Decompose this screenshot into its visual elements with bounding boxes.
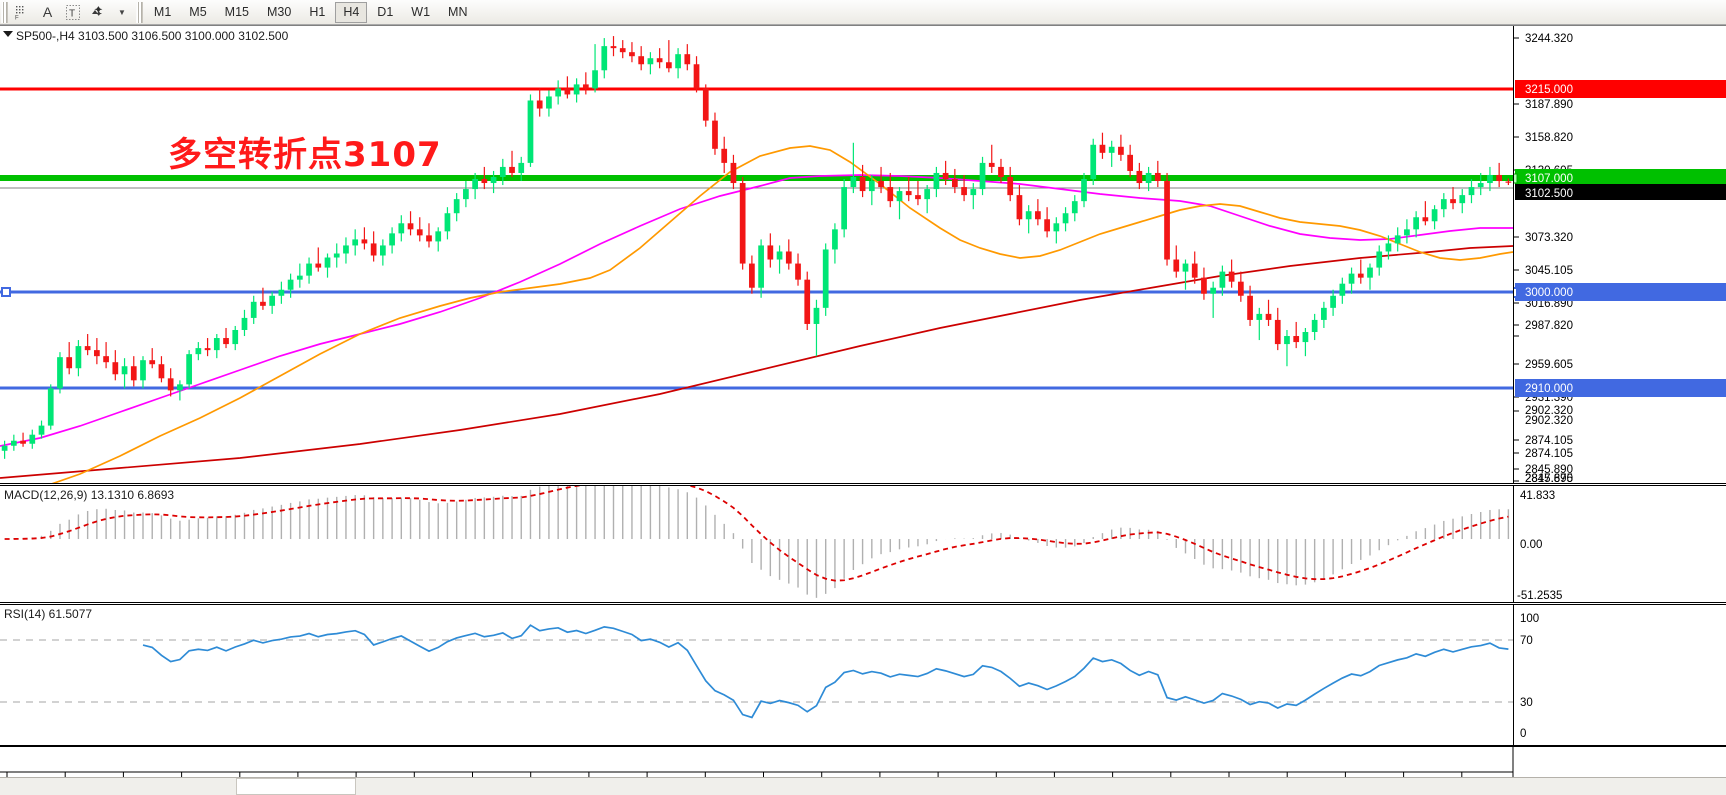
timeframe-m5[interactable]: M5 (189, 5, 207, 19)
svg-text:3215.000: 3215.000 (1525, 84, 1573, 96)
rsi-line (142, 624, 1509, 719)
price-tag-3107[interactable]: 3107.000 (1514, 169, 1726, 187)
price-tag-3102: 3102.500 (1515, 184, 1726, 200)
svg-text:3187.890: 3187.890 (1525, 99, 1573, 111)
svg-text:2902.320: 2902.320 (1525, 405, 1573, 417)
shapes-dropdown-caret[interactable]: ▼ (112, 2, 130, 23)
timeframe-m15[interactable]: M15 (224, 5, 249, 19)
svg-text:T: T (69, 8, 75, 19)
timeframe-m30[interactable]: M30 (267, 5, 292, 19)
macd-axis-svg: 41.833 0.00 -51.2535 (1517, 490, 1562, 602)
price-panel: SP500-,H4 3103.500 3106.500 3100.000 310… (0, 26, 1726, 484)
svg-text:3244.320: 3244.320 (1525, 33, 1573, 45)
text-box-glyph: T (65, 4, 80, 20)
svg-text:3158.820: 3158.820 (1525, 132, 1573, 144)
chart-annotation-text: 多空转折点3107 (168, 135, 442, 175)
timeframe-m1[interactable]: M1 (153, 5, 172, 19)
macd-signal-line (4, 486, 1509, 582)
macd-svg (4, 486, 1510, 598)
text-label-icon[interactable]: A (36, 2, 59, 23)
svg-text:2845.890: 2845.890 (1525, 473, 1573, 484)
chart-frame: SP500-,H4 3103.500 3106.500 3100.000 310… (0, 25, 1726, 795)
timeframe-h1[interactable]: H1 (309, 5, 326, 19)
timeframe-mn[interactable]: MN (448, 5, 468, 19)
svg-text:2874.105: 2874.105 (1525, 448, 1573, 460)
crosshair-icon[interactable]: F (11, 2, 34, 23)
timeframe-h4[interactable]: H4 (335, 1, 368, 23)
svg-text:3000.000: 3000.000 (1525, 287, 1573, 299)
status-bar-segment[interactable] (236, 778, 356, 795)
chevron-down-icon: ▼ (118, 7, 126, 17)
svg-text:2902.320: 2902.320 (1525, 415, 1573, 427)
svg-text:100: 100 (1520, 613, 1539, 625)
svg-text:0.00: 0.00 (1520, 539, 1542, 551)
price-tag-2910[interactable]: 2910.000 (1515, 379, 1726, 397)
shapes-icon[interactable] (86, 2, 110, 23)
ma-fast-line (51, 145, 1513, 483)
timeframe-w1[interactable]: W1 (411, 5, 431, 19)
price-tag-3215[interactable]: 3215.000 (1515, 80, 1726, 98)
shapes-glyph (92, 6, 103, 16)
price-svg (0, 36, 1513, 483)
macd-axis[interactable]: 41.833 0.00 -51.2535 (1513, 486, 1726, 602)
rsi-panel: RSI(14) 61.5077 100 70 30 0 (0, 604, 1726, 746)
svg-text:2987.820: 2987.820 (1525, 320, 1573, 332)
price-tag-3000[interactable]: 3000.000 (1514, 283, 1726, 301)
svg-text:41.833: 41.833 (1520, 490, 1555, 502)
chart-collapse-icon[interactable] (3, 31, 13, 37)
candlestick-series (1, 36, 1512, 459)
main-toolbar: F A T ▼ M1 M5 M15 M30 H1 H4 D1 (0, 0, 1726, 25)
toolbar-grip-2[interactable] (135, 1, 143, 23)
svg-text:3045.105: 3045.105 (1525, 265, 1573, 277)
svg-text:3102.500: 3102.500 (1525, 188, 1573, 200)
svg-text:70: 70 (1520, 635, 1533, 647)
rsi-panel-header: RSI(14) 61.5077 (4, 607, 93, 621)
svg-text:30: 30 (1520, 697, 1533, 709)
text-box-icon[interactable]: T (61, 2, 84, 23)
toolbar-grip-1[interactable] (1, 1, 8, 23)
line-anchor-3000 (1, 287, 11, 297)
svg-text:2910.000: 2910.000 (1525, 383, 1573, 395)
price-axis-svg: 3244.320 3187.890 3158.820 3130.605 3073… (1514, 33, 1726, 484)
svg-text:2845.890: 2845.890 (1525, 464, 1573, 476)
rsi-svg (0, 624, 1513, 719)
crosshair-glyph: F (15, 5, 24, 20)
letter-a-glyph: A (42, 4, 53, 20)
ma-slow-line (0, 245, 1513, 479)
macd-plot-area[interactable] (0, 486, 1513, 602)
price-panel-header: SP500-,H4 3103.500 3106.500 3100.000 310… (16, 29, 289, 43)
rsi-axis[interactable]: 100 70 30 0 (1513, 605, 1726, 745)
svg-text:0: 0 (1520, 728, 1526, 740)
ma-mid-line (0, 174, 1513, 447)
status-bar (0, 777, 1726, 795)
macd-panel-header: MACD(12,26,9) 13.1310 6.8693 (4, 488, 175, 502)
price-axis[interactable]: 3244.320 3187.890 3158.820 3130.605 3073… (1513, 26, 1726, 484)
rsi-axis-svg: 100 70 30 0 (1520, 613, 1539, 740)
macd-histogram (13, 486, 1510, 598)
macd-panel: MACD(12,26,9) 13.1310 6.8693 41.833 0.00… (0, 485, 1726, 603)
rsi-plot-area[interactable] (0, 605, 1513, 745)
svg-text:2874.105: 2874.105 (1525, 435, 1573, 447)
timeframe-d1[interactable]: D1 (377, 5, 394, 19)
svg-text:3073.320: 3073.320 (1525, 232, 1573, 244)
svg-text:F: F (15, 15, 19, 20)
svg-text:2817.675: 2817.675 (1525, 473, 1573, 484)
svg-text:-51.2535: -51.2535 (1517, 590, 1562, 602)
svg-text:2959.605: 2959.605 (1525, 359, 1573, 371)
svg-text:3107.000: 3107.000 (1525, 173, 1573, 185)
price-plot-area[interactable] (0, 26, 1513, 483)
